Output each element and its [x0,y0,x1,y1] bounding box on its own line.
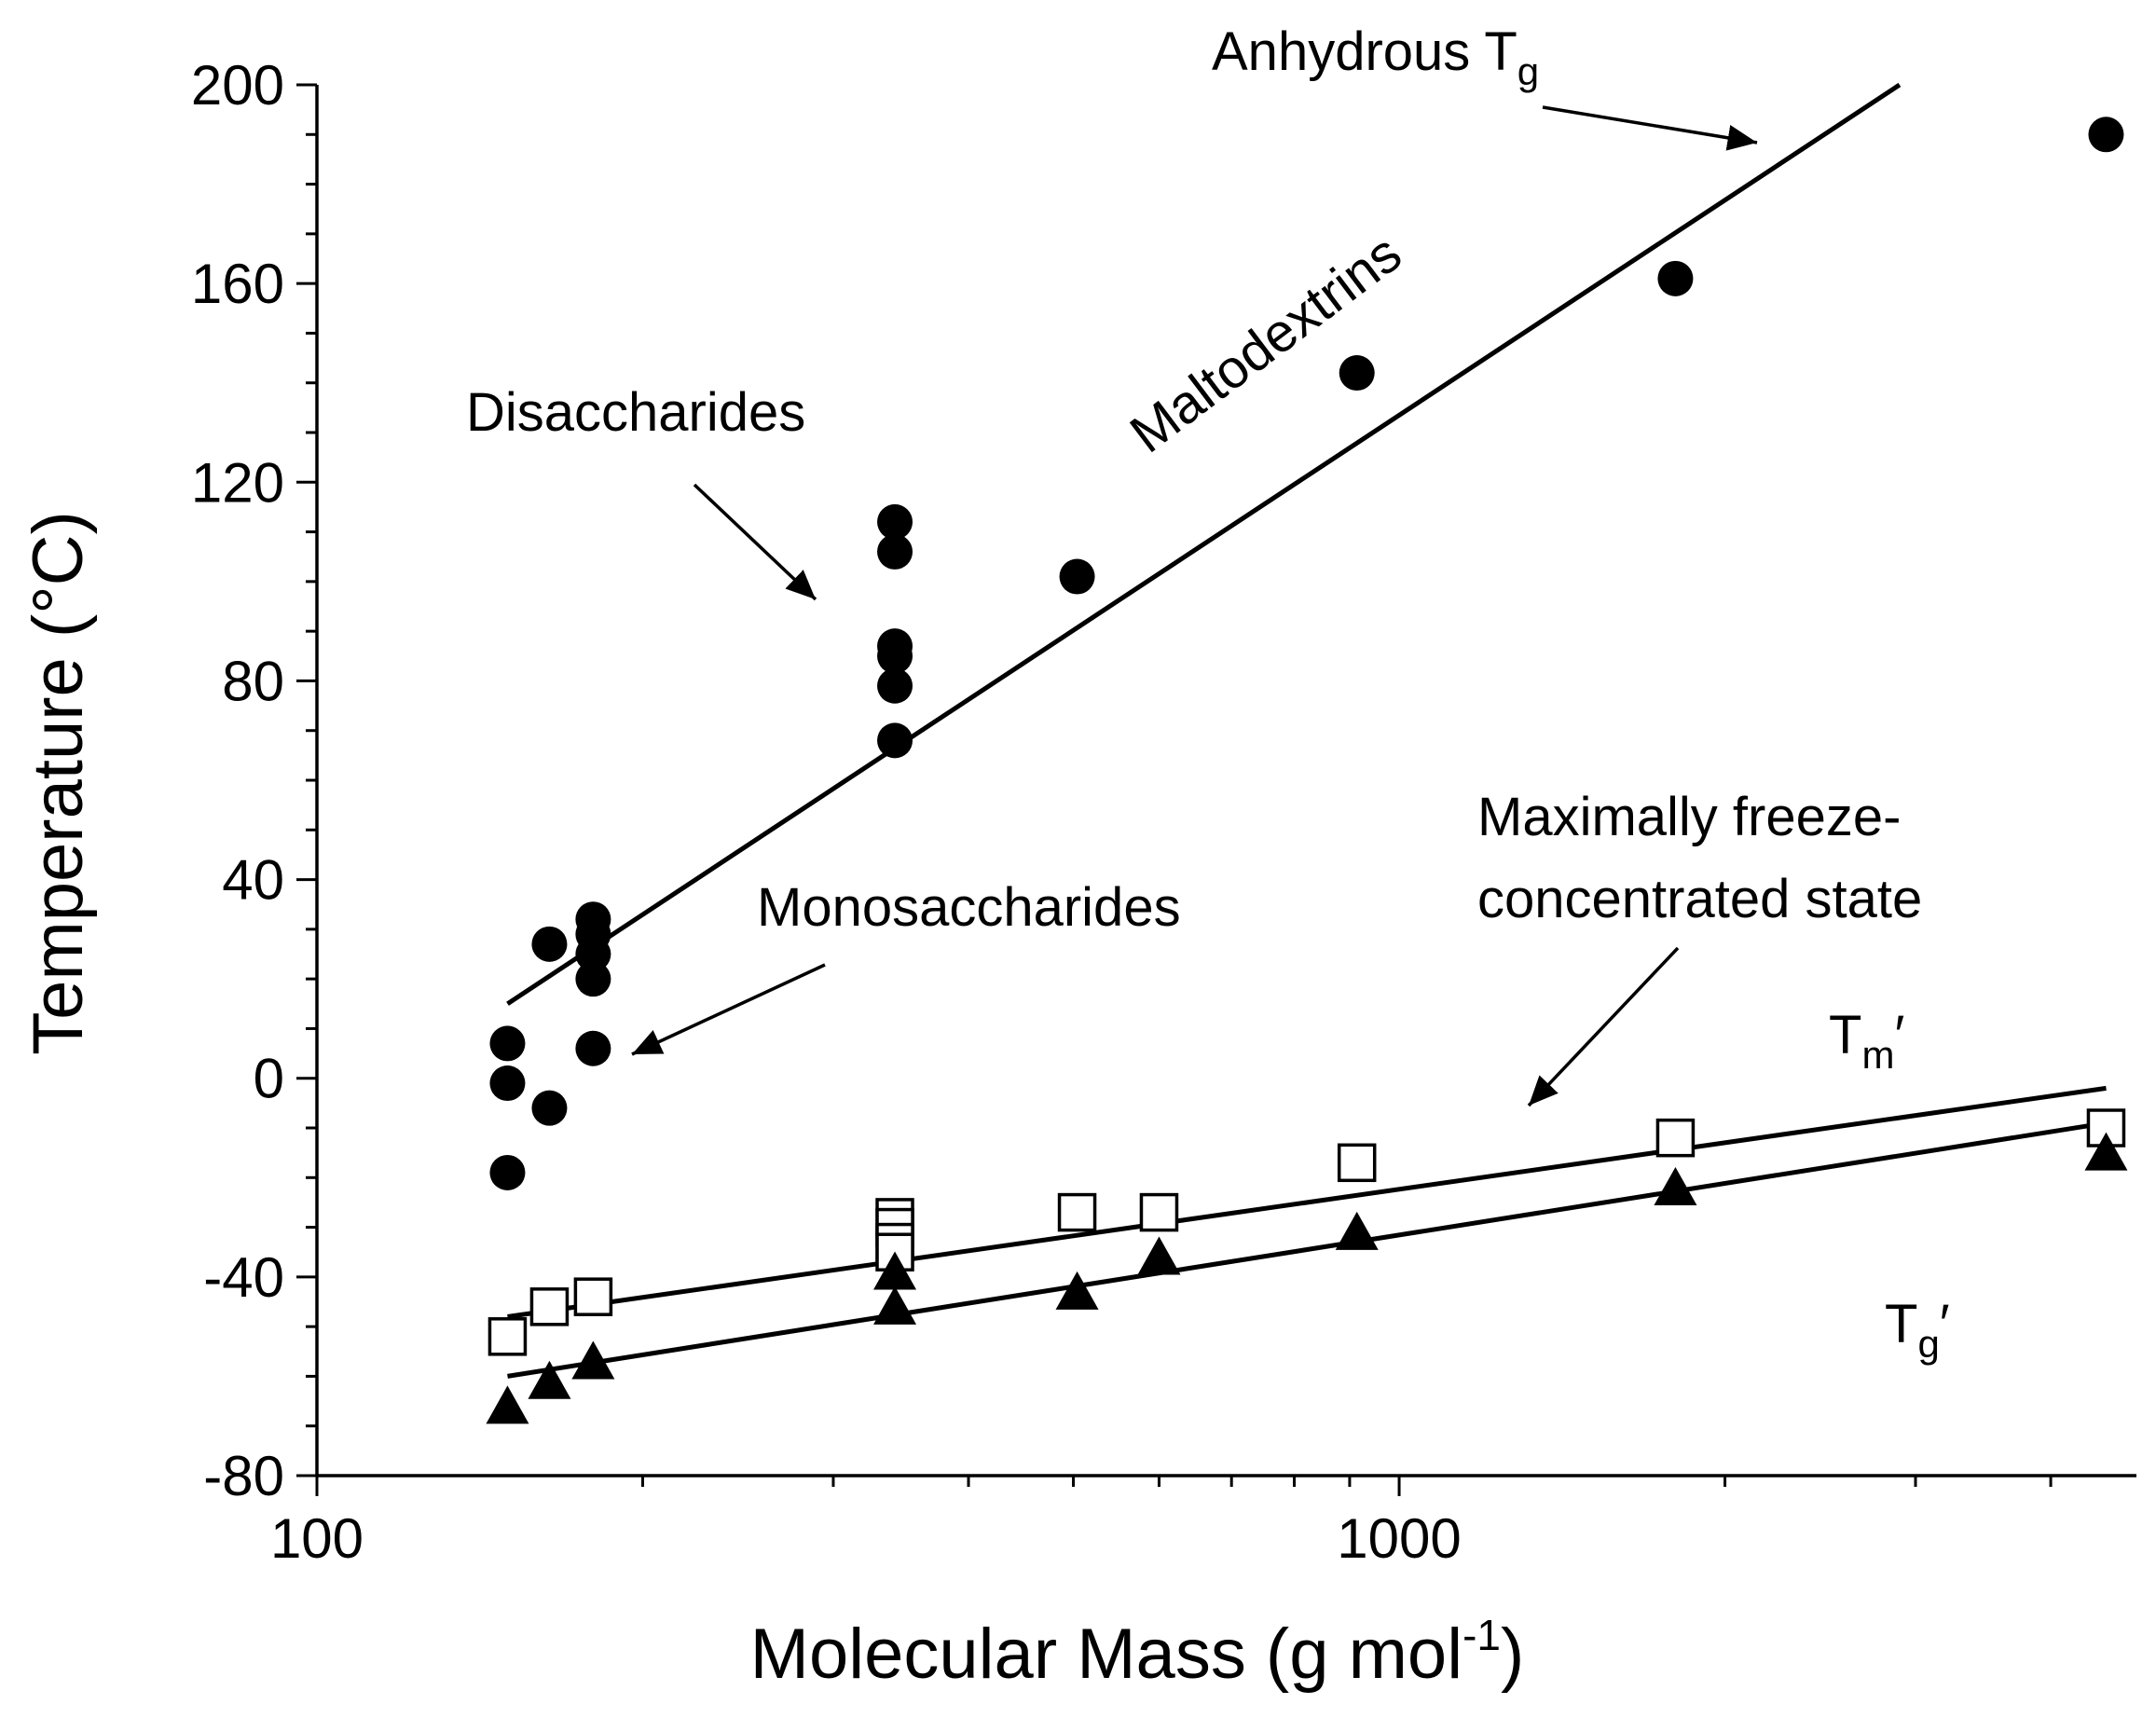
x-axis-title-superscript: -1 [1463,1611,1501,1659]
point-anhydrous-tg [489,1065,526,1102]
point-anhydrous-tg [1339,355,1375,392]
x-tick-label: 1000 [1337,1507,1461,1570]
point-anhydrous-tg [1059,558,1095,595]
annotation-tm-prime-main: T [1829,1005,1861,1065]
annotation-tg-prime-main: T [1885,1294,1917,1354]
arrow-monosaccharides [631,963,826,1056]
point-tm [1139,1192,1179,1232]
y-tick-label: 120 [191,451,284,514]
tg-prime-fit [507,1120,2107,1379]
point-tm [1057,1192,1097,1232]
point-anhydrous-tg [1657,260,1694,296]
y-tick-label: 0 [254,1048,284,1110]
point-tg [873,1285,917,1325]
annotation-freeze-line1: Maximally freeze- [1477,787,1901,847]
point-anhydrous-tg [877,638,913,674]
y-tick-label: 200 [191,54,284,117]
point-tg [873,1251,917,1290]
x-axis-title: Molecular Mass (g mol-1) [750,1611,1525,1694]
point-anhydrous-tg [877,667,913,704]
point-tm [1655,1118,1696,1158]
annotation-tm-prime-suffix: ′ [1894,1005,1904,1065]
point-tg [486,1385,529,1424]
tm-prime-fit [507,1085,2107,1319]
x-axis-title-main: Molecular Mass (g mol [750,1615,1463,1694]
annotation-tm-prime: Tm′ [1829,1005,1904,1077]
point-tm [573,1277,613,1316]
point-tm [488,1317,528,1356]
annotation-monosaccharides: Monosaccharides [757,877,1181,938]
y-tick-label: 80 [222,650,284,712]
annotation-freeze-line2: concentrated state [1477,869,1922,929]
y-tick-label: 40 [222,849,284,912]
point-anhydrous-tg [877,503,913,540]
y-axis-title: Temperature (°C) [19,511,98,1055]
y-tick-label: -80 [203,1445,284,1507]
point-tg [2084,1132,2128,1171]
point-anhydrous-tg [489,1154,526,1190]
fit-lines [506,82,2107,1379]
annotation-tg-prime-subscript: g [1917,1322,1939,1366]
point-anhydrous-tg [531,1090,568,1126]
y-tick-label: -40 [203,1246,284,1309]
point-anhydrous-tg [877,722,913,759]
annotation-anhydrous-tg: Anhydrous Tg [1212,21,1539,93]
y-tick-label: 160 [191,253,284,315]
annotation-anhydrous-tg-main: Anhydrous T [1212,21,1517,82]
point-tg [1335,1211,1379,1250]
point-anhydrous-tg [575,936,611,972]
annotation-maltodextrins: Maltodextrins [1119,223,1413,464]
x-axis-title-end: ) [1501,1615,1524,1694]
point-tm [529,1287,570,1326]
point-anhydrous-tg [877,533,913,570]
annotation-disaccharides: Disaccharides [466,382,805,443]
point-anhydrous-tg [575,1030,611,1066]
point-tg [1654,1166,1697,1205]
point-anhydrous-tg [575,961,611,997]
point-tm [1337,1143,1377,1183]
point-anhydrous-tg [2088,117,2124,153]
arrow-anhydrous-tg [1542,105,1758,151]
point-anhydrous-tg [489,1025,526,1062]
arrow-disaccharides [693,483,817,601]
data-markers [486,117,2128,1424]
annotation-tm-prime-subscript: m [1861,1033,1894,1077]
annotation-tg-prime-suffix: ′ [1940,1294,1950,1354]
point-anhydrous-tg [531,926,568,962]
anhydrous-tg-fit [506,82,1902,1006]
point-tg [1137,1236,1181,1275]
annotation-anhydrous-tg-subscript: g [1517,49,1539,93]
x-tick-label: 100 [270,1507,364,1570]
annotation-tg-prime: Tg′ [1885,1294,1950,1366]
arrow-freeze-concentrated [1527,946,1680,1107]
point-tg [528,1360,571,1399]
point-tg [1055,1271,1099,1310]
point-tg [571,1340,615,1380]
